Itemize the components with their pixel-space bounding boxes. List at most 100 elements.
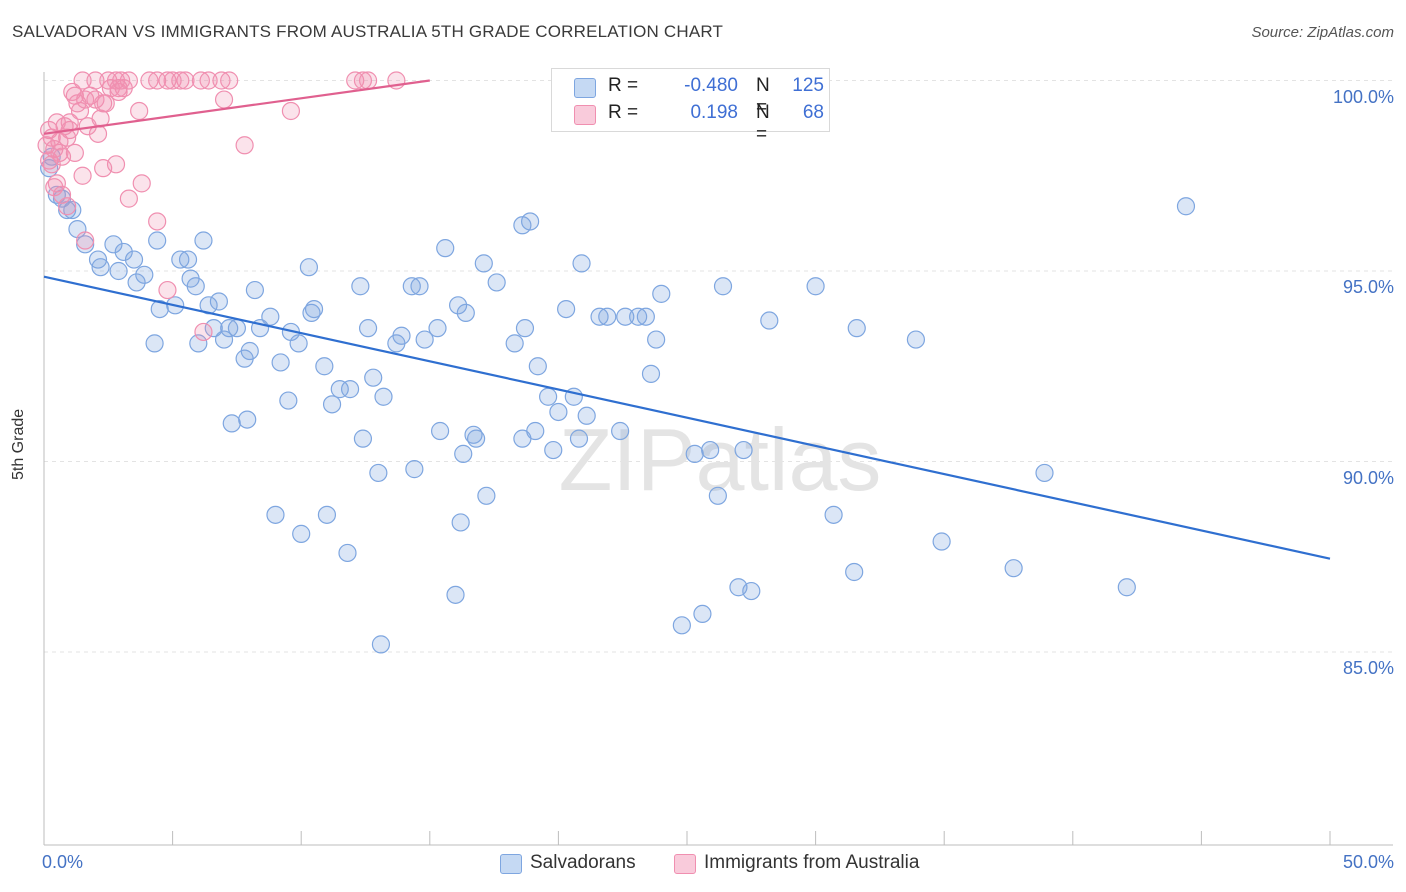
point-australia xyxy=(114,79,133,98)
legend-n-label: N = xyxy=(756,75,770,118)
legend-r-label: R = xyxy=(608,75,639,96)
point-australia xyxy=(40,151,59,170)
point-salvadorans xyxy=(135,265,154,284)
legend-swatch-blue xyxy=(574,78,596,98)
point-salvadorans xyxy=(549,402,568,422)
chart-title: SALVADORAN VS IMMIGRANTS FROM AUSTRALIA … xyxy=(12,22,724,41)
y-tick-label: 95.0% xyxy=(1342,277,1394,297)
point-salvadorans xyxy=(104,235,123,254)
point-salvadorans xyxy=(847,319,866,338)
point-salvadorans xyxy=(353,429,373,448)
point-salvadorans xyxy=(220,319,239,338)
point-australia xyxy=(235,136,254,155)
point-salvadorans xyxy=(186,277,205,296)
bottom-legend-swatch-pink xyxy=(674,854,696,874)
point-salvadorans xyxy=(415,330,434,349)
point-salvadorans xyxy=(1035,463,1054,483)
point-salvadorans xyxy=(742,581,761,601)
point-salvadorans xyxy=(317,505,337,524)
point-salvadorans xyxy=(487,273,506,292)
point-australia xyxy=(281,101,301,121)
point-australia xyxy=(194,322,213,342)
point-salvadorans xyxy=(932,532,951,551)
bottom-legend-label: Salvadorans xyxy=(530,852,636,873)
point-australia xyxy=(176,71,195,90)
point-australia xyxy=(86,71,105,90)
point-australia xyxy=(52,185,72,204)
point-salvadorans xyxy=(451,513,470,532)
axes xyxy=(43,72,1393,846)
point-australia xyxy=(140,71,159,90)
y-tick-label: 85.0% xyxy=(1342,658,1394,678)
point-salvadorans xyxy=(266,505,285,524)
point-salvadorans xyxy=(464,425,483,444)
point-salvadorans xyxy=(598,307,617,326)
point-salvadorans xyxy=(448,296,468,315)
point-salvadorans xyxy=(109,261,128,281)
point-salvadorans xyxy=(351,277,370,296)
bottom-legend-label: Immigrants from Australia xyxy=(704,852,920,873)
point-salvadorans xyxy=(636,307,655,326)
point-australia xyxy=(158,71,177,90)
point-salvadorans xyxy=(1004,559,1023,578)
point-australia xyxy=(58,197,77,216)
point-salvadorans xyxy=(189,334,208,353)
point-salvadorans xyxy=(611,421,630,441)
point-salvadorans xyxy=(338,543,357,563)
point-salvadorans xyxy=(616,307,635,326)
point-salvadorans xyxy=(299,258,319,277)
point-salvadorans xyxy=(708,486,727,505)
y-axis-label-wrap: 5th Grade xyxy=(10,409,50,540)
point-salvadorans xyxy=(315,357,334,376)
point-australia xyxy=(106,155,126,174)
legend-n-label: N = xyxy=(756,102,770,145)
point-salvadorans xyxy=(76,235,95,254)
point-australia xyxy=(171,71,190,90)
point-salvadorans xyxy=(204,319,223,338)
point-salvadorans xyxy=(364,368,383,387)
trend-line-salvadorans xyxy=(43,275,1331,560)
point-salvadorans xyxy=(279,391,298,410)
y-tick-label: 100.0% xyxy=(1332,86,1394,107)
trend-line-australia xyxy=(43,79,430,135)
point-australia xyxy=(45,178,64,197)
point-salvadorans xyxy=(402,277,421,296)
point-salvadorans xyxy=(845,562,864,582)
point-salvadorans xyxy=(369,463,388,483)
x-tick-label: 0.0% xyxy=(42,852,84,872)
point-salvadorans xyxy=(760,311,779,330)
point-australia xyxy=(50,132,69,151)
point-salvadorans xyxy=(652,284,671,303)
point-salvadorans xyxy=(806,277,825,296)
point-salvadorans xyxy=(371,635,391,654)
point-salvadorans xyxy=(430,421,450,441)
point-salvadorans xyxy=(289,334,308,353)
point-salvadorans xyxy=(515,319,535,338)
point-salvadorans xyxy=(358,319,378,338)
legend-r-value: -0.480 xyxy=(684,75,738,96)
point-salvadorans xyxy=(701,440,720,460)
point-salvadorans xyxy=(693,604,712,624)
trend-lines xyxy=(43,79,1331,560)
bottom-legend-swatch-blue xyxy=(500,854,522,874)
point-australia xyxy=(76,231,95,250)
point-australia xyxy=(68,94,87,113)
point-salvadorans xyxy=(685,444,704,463)
point-australia xyxy=(132,174,151,193)
point-salvadorans xyxy=(641,364,661,383)
point-australia xyxy=(158,280,177,300)
point-salvadorans xyxy=(824,505,843,524)
point-australia xyxy=(73,166,92,185)
point-salvadorans xyxy=(127,273,146,292)
source-note: Source: ZipAtlas.com xyxy=(1251,24,1394,41)
point-salvadorans xyxy=(178,250,198,269)
point-australia xyxy=(191,71,210,90)
point-salvadorans xyxy=(672,616,691,635)
legend-n-value: 125 xyxy=(792,75,824,96)
point-salvadorans xyxy=(539,387,558,406)
point-salvadorans xyxy=(214,330,234,349)
legend-swatch-pink xyxy=(574,105,596,125)
point-salvadorans xyxy=(477,486,496,505)
point-australia xyxy=(199,71,218,90)
